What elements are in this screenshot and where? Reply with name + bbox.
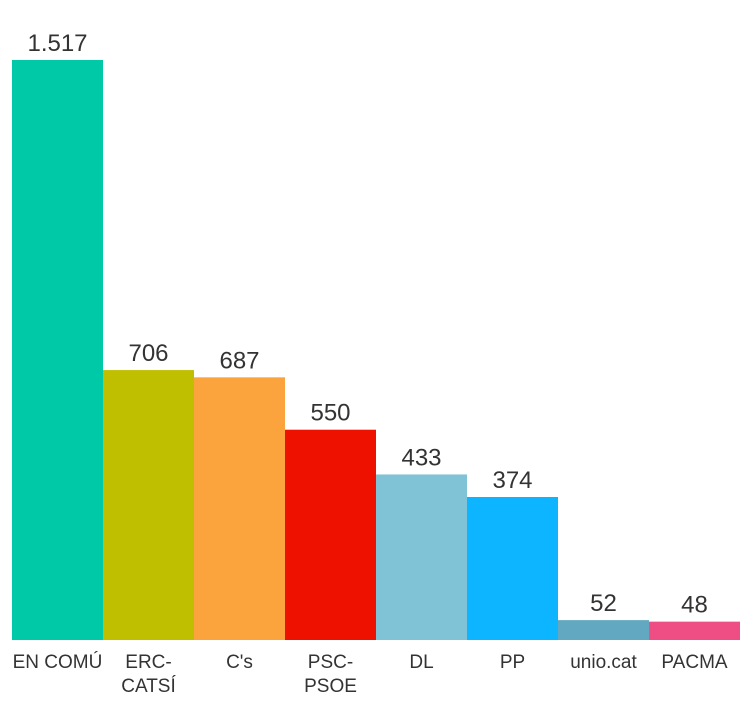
value-label-3: 550: [310, 400, 350, 427]
value-label-7: 48: [681, 592, 708, 619]
category-label-5: PP: [500, 652, 525, 673]
value-labels-group: 1.517 706 687 550 433 374 52 48: [27, 30, 707, 619]
category-label-3-line-0: PSC-: [308, 652, 353, 673]
category-label-4: DL: [409, 652, 433, 673]
bars-group: [12, 60, 740, 640]
category-label-7: PACMA: [661, 652, 727, 673]
bar-6: [558, 620, 649, 640]
bar-7: [649, 621, 740, 640]
value-label-2: 687: [219, 347, 259, 374]
bar-4: [376, 474, 467, 640]
category-label-1-line-1: CATSÍ: [121, 676, 176, 697]
category-label-0: EN COMÚ: [13, 651, 103, 673]
bar-5: [467, 497, 558, 640]
category-labels-group: EN COMÚ ERC- CATSÍ C's PSC- PSOE DL PP unio.cat P…: [13, 651, 728, 697]
bar-2: [194, 377, 285, 640]
value-label-5: 374: [492, 467, 532, 494]
bar-3: [285, 429, 376, 640]
value-label-0: 1.517: [27, 30, 87, 57]
value-label-6: 52: [590, 590, 617, 617]
value-label-4: 433: [401, 444, 441, 471]
value-label-1: 706: [128, 340, 168, 367]
bar-1: [103, 370, 194, 640]
category-label-6: unio.cat: [570, 652, 637, 673]
bar-0: [12, 60, 103, 640]
category-label-3-line-1: PSOE: [304, 676, 357, 697]
category-label-2: C's: [226, 652, 253, 673]
category-label-1-line-0: ERC-: [125, 652, 171, 673]
